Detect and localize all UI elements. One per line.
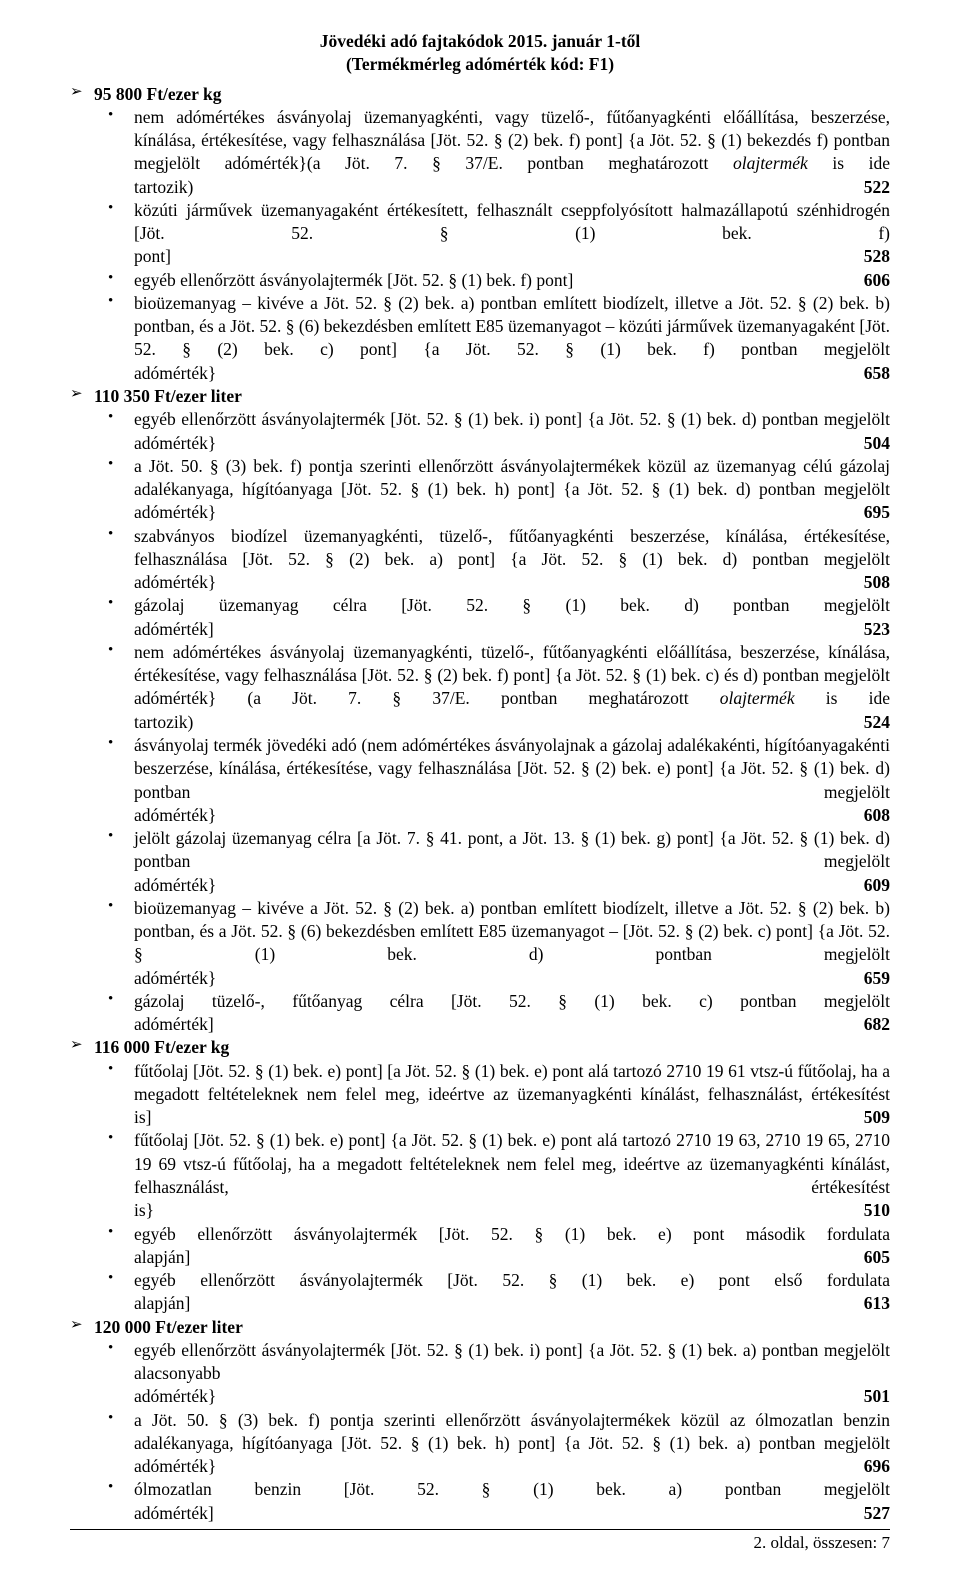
bullet-icon: • bbox=[108, 1129, 120, 1222]
bullet-icon: • bbox=[108, 827, 120, 897]
item-code: 609 bbox=[864, 874, 890, 897]
bullet-icon: • bbox=[108, 106, 120, 199]
bullet-icon: • bbox=[108, 897, 120, 990]
item-code: 504 bbox=[864, 432, 890, 455]
item-text: gázolaj tüzelő-, fűtőanyag célra [Jöt. 5… bbox=[134, 990, 890, 1037]
list-item: •egyéb ellenőrzött ásványolajtermék [Jöt… bbox=[70, 1339, 890, 1409]
list-item: •jelölt gázolaj üzemanyag célra [a Jöt. … bbox=[70, 827, 890, 897]
list-item: • egyéb ellenőrzött ásványolajtermék [Jöt… bbox=[70, 1223, 890, 1270]
list-item: • egyéb ellenőrzött ásványolajtermék [Jöt… bbox=[70, 408, 890, 455]
section-header: 95 800 Ft/ezer kg bbox=[94, 83, 222, 106]
item-code: 501 bbox=[864, 1385, 890, 1408]
list-item: •fűtőolaj [Jöt. 52. § (1) bek. e) pont] … bbox=[70, 1060, 890, 1130]
item-text: bioüzemanyag – kivéve a Jöt. 52. § (2) b… bbox=[134, 897, 890, 990]
item-text: fűtőolaj [Jöt. 52. § (1) bek. e) pont] [… bbox=[134, 1060, 890, 1130]
item-code: 523 bbox=[864, 618, 890, 641]
item-text: fűtőolaj [Jöt. 52. § (1) bek. e) pont] {… bbox=[134, 1129, 890, 1222]
bullet-icon: • bbox=[108, 641, 120, 734]
item-code: 522 bbox=[864, 176, 890, 199]
chevron-icon: ➢ bbox=[70, 385, 88, 408]
section-header: 116 000 Ft/ezer kg bbox=[94, 1036, 229, 1059]
title-line2: (Termékmérleg adómérték kód: F1) bbox=[70, 53, 890, 76]
list-item: •a Jöt. 50. § (3) bek. f) pontja szerint… bbox=[70, 1409, 890, 1479]
bullet-icon: • bbox=[108, 525, 120, 595]
item-code: 528 bbox=[864, 245, 890, 268]
item-code: 606 bbox=[864, 269, 890, 292]
item-text: gázolaj üzemanyag célra [Jöt. 52. § (1) … bbox=[134, 594, 890, 641]
list-item: •közúti járművek üzemanyagaként értékesí… bbox=[70, 199, 890, 269]
item-text: közúti járművek üzemanyagaként értékesít… bbox=[134, 199, 890, 269]
list-item: •ásványolaj termék jövedéki adó (nem adó… bbox=[70, 734, 890, 827]
bullet-icon: • bbox=[108, 594, 120, 641]
list-item: • gázolaj üzemanyag célra [Jöt. 52. § (1)… bbox=[70, 594, 890, 641]
section-header: 110 350 Ft/ezer liter bbox=[94, 385, 242, 408]
bullet-icon: • bbox=[108, 1478, 120, 1525]
item-code: 608 bbox=[864, 804, 890, 827]
bullet-icon: • bbox=[108, 1223, 120, 1270]
list-item: •fűtőolaj [Jöt. 52. § (1) bek. e) pont] … bbox=[70, 1129, 890, 1222]
item-text: jelölt gázolaj üzemanyag célra [a Jöt. 7… bbox=[134, 827, 890, 897]
item-text: egyéb ellenőrzött ásványolajtermék [Jöt.… bbox=[134, 1269, 890, 1316]
item-text: a Jöt. 50. § (3) bek. f) pontja szerinti… bbox=[134, 455, 890, 525]
document-title: Jövedéki adó fajtakódok 2015. január 1-t… bbox=[70, 30, 890, 77]
item-code: 508 bbox=[864, 571, 890, 594]
item-code: 509 bbox=[864, 1106, 890, 1129]
item-text: ásványolaj termék jövedéki adó (nem adóm… bbox=[134, 734, 890, 827]
bullet-icon: • bbox=[108, 1060, 120, 1130]
item-code: 682 bbox=[864, 1013, 890, 1036]
bullet-icon: • bbox=[108, 1409, 120, 1479]
item-text: egyéb ellenőrzött ásványolajtermék [Jöt.… bbox=[134, 408, 890, 455]
list-item: • egyéb ellenőrzött ásványolajtermék [Jöt… bbox=[70, 269, 890, 292]
item-code: 510 bbox=[864, 1199, 890, 1222]
item-text: nem adómértékes ásványolaj üzemanyagként… bbox=[134, 106, 890, 199]
item-code: 605 bbox=[864, 1246, 890, 1269]
item-text: bioüzemanyag – kivéve a Jöt. 52. § (2) b… bbox=[134, 292, 890, 385]
list-item: •nem adómértékes ásványolaj üzemanyagkén… bbox=[70, 106, 890, 199]
item-text: nem adómértékes ásványolaj üzemanyagként… bbox=[134, 641, 890, 734]
item-text: a Jöt. 50. § (3) bek. f) pontja szerinti… bbox=[134, 1409, 890, 1479]
list-item: •a Jöt. 50. § (3) bek. f) pontja szerint… bbox=[70, 455, 890, 525]
item-code: 696 bbox=[864, 1455, 890, 1478]
item-text: egyéb ellenőrzött ásványolajtermék [Jöt.… bbox=[134, 269, 890, 292]
chevron-icon: ➢ bbox=[70, 1316, 88, 1339]
list-item: •bioüzemanyag – kivéve a Jöt. 52. § (2) … bbox=[70, 897, 890, 990]
bullet-icon: • bbox=[108, 455, 120, 525]
chevron-icon: ➢ bbox=[70, 83, 88, 106]
document-body: ➢95 800 Ft/ezer kg•nem adómértékes ásván… bbox=[70, 83, 890, 1525]
bullet-icon: • bbox=[108, 269, 120, 292]
bullet-icon: • bbox=[108, 1339, 120, 1409]
bullet-icon: • bbox=[108, 990, 120, 1037]
bullet-icon: • bbox=[108, 199, 120, 269]
list-item: • egyéb ellenőrzött ásványolajtermék [Jöt… bbox=[70, 1269, 890, 1316]
item-code: 613 bbox=[864, 1292, 890, 1315]
bullet-icon: • bbox=[108, 408, 120, 455]
title-line1: Jövedéki adó fajtakódok 2015. január 1-t… bbox=[70, 30, 890, 53]
item-text: ólmozatlan benzin [Jöt. 52. § (1) bek. a… bbox=[134, 1478, 890, 1525]
bullet-icon: • bbox=[108, 734, 120, 827]
item-code: 658 bbox=[864, 362, 890, 385]
list-item: •szabványos biodízel üzemanyagkénti, tüz… bbox=[70, 525, 890, 595]
bullet-icon: • bbox=[108, 292, 120, 385]
item-text: szabványos biodízel üzemanyagkénti, tüze… bbox=[134, 525, 890, 595]
item-text: egyéb ellenőrzött ásványolajtermék [Jöt.… bbox=[134, 1339, 890, 1409]
list-item: • gázolaj tüzelő-, fűtőanyag célra [Jöt. … bbox=[70, 990, 890, 1037]
item-code: 527 bbox=[864, 1502, 890, 1525]
bullet-icon: • bbox=[108, 1269, 120, 1316]
list-item: • ólmozatlan benzin [Jöt. 52. § (1) bek. … bbox=[70, 1478, 890, 1525]
list-item: •nem adómértékes ásványolaj üzemanyagkén… bbox=[70, 641, 890, 734]
list-item: •bioüzemanyag – kivéve a Jöt. 52. § (2) … bbox=[70, 292, 890, 385]
item-code: 659 bbox=[864, 967, 890, 990]
item-text: egyéb ellenőrzött ásványolajtermék [Jöt.… bbox=[134, 1223, 890, 1270]
item-code: 695 bbox=[864, 501, 890, 524]
section-header: 120 000 Ft/ezer liter bbox=[94, 1316, 243, 1339]
page-footer: 2. oldal, összesen: 7 bbox=[70, 1529, 890, 1555]
item-code: 524 bbox=[864, 711, 890, 734]
chevron-icon: ➢ bbox=[70, 1036, 88, 1059]
